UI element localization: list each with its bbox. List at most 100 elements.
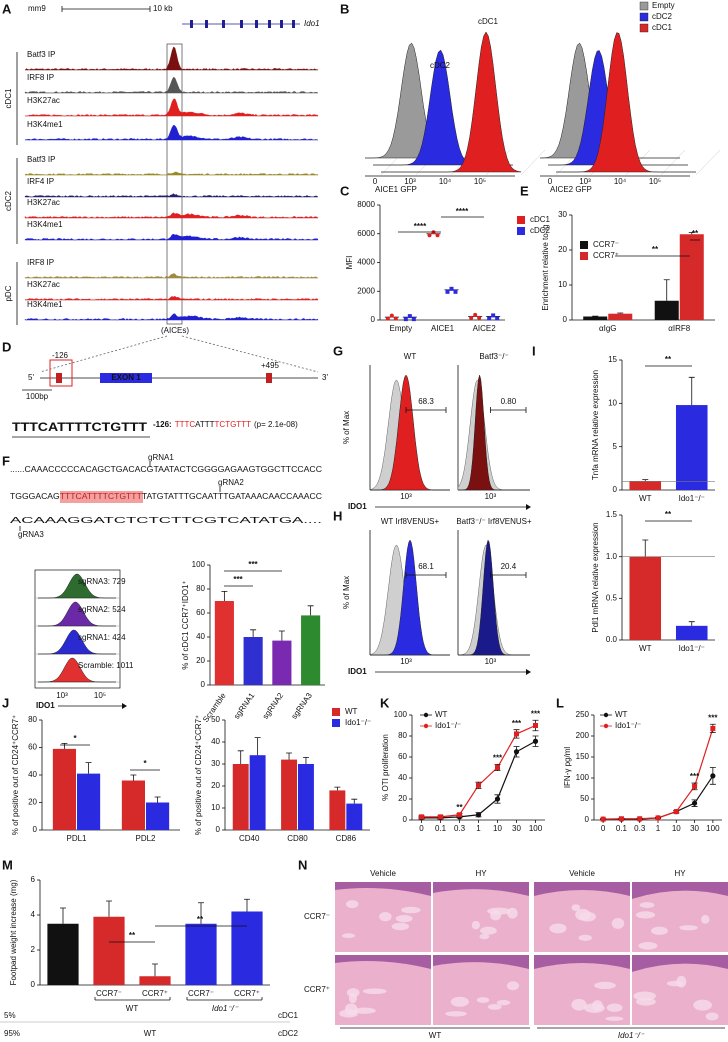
group-label: WT — [429, 1031, 442, 1040]
panel-letter: G — [333, 343, 343, 358]
error-bar — [254, 737, 261, 756]
exon — [240, 20, 243, 28]
significance: ** — [129, 931, 136, 940]
legend-label: Ido1⁻/⁻ — [345, 718, 371, 727]
epidermis — [632, 955, 728, 972]
sample-title: WT Irf8VENUS+ — [381, 517, 440, 526]
bar — [272, 640, 292, 685]
site — [56, 373, 62, 383]
marker — [475, 812, 482, 818]
highlight — [60, 491, 143, 503]
tissue — [487, 907, 511, 915]
y-tick-label: 40 — [211, 737, 220, 746]
track-label: IRF8 IP — [27, 258, 54, 267]
x-tick-label: 10 — [672, 824, 681, 833]
site — [266, 373, 272, 383]
guide-label: gRNA3 — [18, 530, 44, 539]
tick-label: 10³ — [400, 657, 412, 666]
legend-swatch — [580, 252, 588, 260]
epidermis — [632, 882, 728, 899]
histogram — [38, 657, 116, 683]
group-label: cDC1 — [4, 88, 13, 109]
y-tick-label: 60 — [398, 752, 407, 761]
marker — [389, 313, 394, 318]
bar — [281, 759, 297, 830]
tissue — [594, 981, 616, 990]
legend-label: Ido1⁻/⁻ — [435, 721, 461, 730]
tick-label: 10³ — [485, 492, 497, 501]
significance: *** — [512, 719, 522, 728]
error-bar — [351, 798, 358, 804]
x-tick-label: sgRNA1 — [232, 691, 257, 721]
exon — [100, 373, 152, 383]
y-tick-label: 60 — [196, 608, 205, 617]
y-tick-label: 0 — [216, 825, 221, 834]
y-tick-label: 2000 — [357, 286, 375, 295]
error-bar — [237, 750, 244, 764]
motif-logo: TTTCATTTTCTGTTT — [12, 422, 148, 435]
y-axis-label: MFI — [345, 256, 354, 270]
panel-letter: K — [380, 695, 390, 710]
column-title: HY — [674, 869, 686, 878]
motif-seq: TCTGTTT — [215, 420, 252, 429]
legend-label: WT — [435, 710, 448, 719]
track-label: Batf3 IP — [27, 50, 55, 59]
y-tick-label: 20 — [398, 794, 407, 803]
y-tick-label: 6000 — [357, 229, 375, 238]
sequence-part: TATGTATTTGCAATTTGATAAACAACCAAACC — [142, 492, 322, 501]
y-axis-label: Footpad weight increase (mg) — [9, 879, 18, 985]
error-bar — [106, 900, 112, 917]
panel-letter: F — [2, 453, 10, 468]
error-bar — [688, 376, 695, 406]
y-tick-label: 10 — [211, 803, 220, 812]
x-tick-label: 0.3 — [634, 824, 646, 833]
bar — [231, 911, 263, 985]
significance: * — [143, 759, 147, 768]
y-tick-label: 50 — [580, 794, 589, 803]
x-tick-label: CD80 — [287, 834, 308, 843]
y-tick-label: 40 — [196, 632, 205, 641]
exon — [292, 20, 295, 28]
tissue — [635, 997, 656, 1006]
marker — [532, 738, 539, 744]
histogram — [457, 379, 530, 491]
track-label: H3K27ac — [27, 198, 60, 207]
marker — [469, 315, 474, 320]
significance: ** — [197, 915, 204, 924]
legend-marker — [423, 712, 429, 718]
tissue — [471, 920, 481, 930]
x-tick-label: WT — [639, 644, 652, 653]
gate-value: 68.1 — [418, 562, 434, 571]
curve-label: cDC1 — [478, 17, 499, 26]
bar — [185, 923, 217, 985]
x-tick-label: 0.1 — [435, 824, 447, 833]
y-tick-label: 0 — [201, 680, 206, 689]
x-tick-label: CCR7⁺ — [234, 989, 260, 998]
motif-seq: ATTT — [195, 420, 215, 429]
curve-label: cDC2 — [430, 61, 451, 70]
legend-swatch — [332, 719, 340, 727]
marker — [491, 313, 496, 318]
error-bar — [617, 312, 624, 314]
x-tick-label: 0 — [419, 824, 424, 833]
y-tick-label: 40 — [28, 770, 37, 779]
bar — [243, 637, 263, 685]
tissue — [506, 981, 520, 991]
axis-label: IDO1 — [36, 701, 55, 710]
exon-label: EXON 1 — [111, 373, 141, 382]
x-tick-label: CCR7⁻ — [96, 989, 122, 998]
histogram — [556, 32, 696, 173]
scale-bar-label: 10 kb — [153, 4, 173, 13]
bar — [214, 601, 234, 685]
y-tick-label: 10 — [608, 398, 617, 407]
y-axis-label: % of cDC1 CCR7⁺IDO1⁺ — [181, 580, 190, 669]
column-title: Vehicle — [370, 869, 396, 878]
x-tick-label: Ido1⁻/⁻ — [679, 644, 705, 653]
track-label: Batf3 IP — [27, 155, 55, 164]
exon — [190, 20, 193, 28]
rule — [660, 149, 686, 176]
histogram — [38, 629, 116, 655]
y-tick-label: 30 — [558, 210, 567, 219]
marker — [445, 289, 450, 294]
bar — [654, 300, 679, 320]
